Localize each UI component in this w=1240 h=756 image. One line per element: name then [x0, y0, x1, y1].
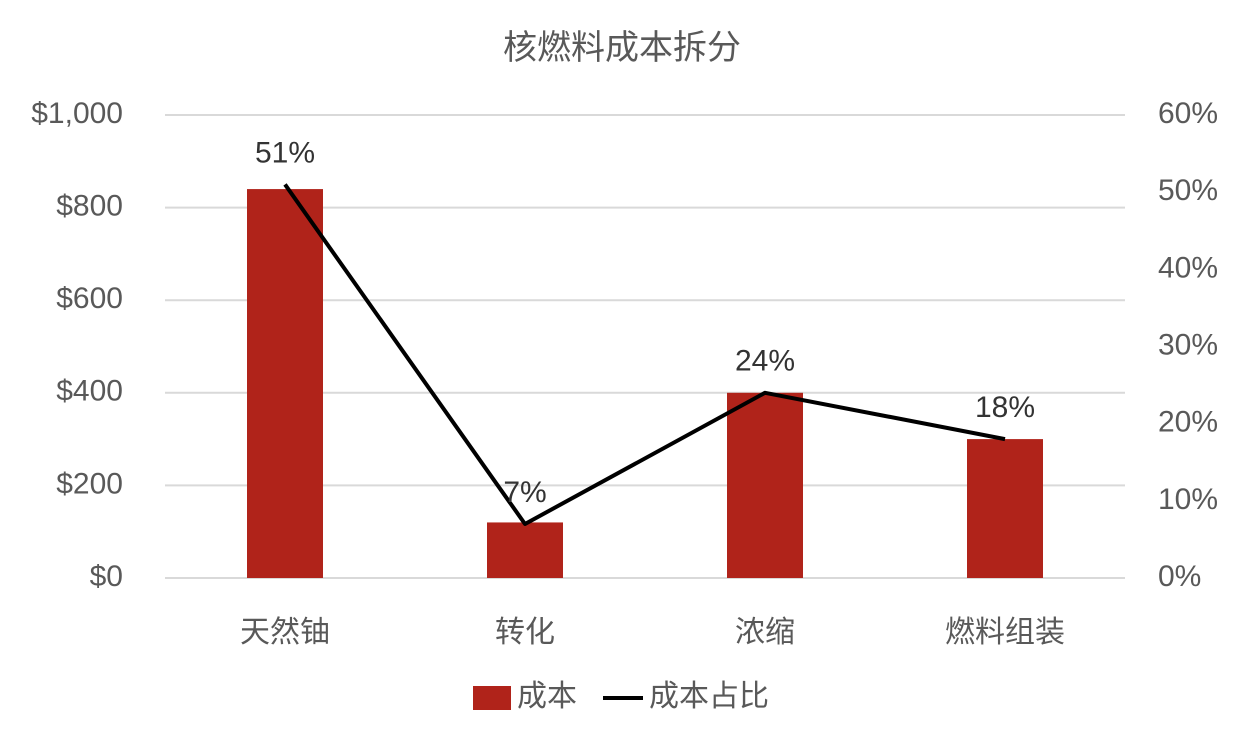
y-tick-label: $1,000	[31, 97, 123, 130]
x-tick-label: 转化	[495, 616, 555, 649]
line	[283, 183, 1006, 526]
y2-tick-label: 60%	[1158, 97, 1218, 130]
y2-tick-label: 40%	[1158, 251, 1218, 284]
x-tick-label: 浓缩	[735, 616, 795, 649]
x-tick-label: 天然铀	[240, 616, 330, 649]
legend-label: 成本	[517, 680, 577, 713]
x-tick-label: 燃料组装	[945, 616, 1065, 649]
bar	[727, 392, 803, 578]
y-tick-label: $0	[90, 560, 123, 593]
y-tick-label: $600	[56, 282, 123, 315]
legend-label: 成本占比	[649, 680, 769, 713]
y2-tick-label: 50%	[1158, 174, 1218, 207]
data-label: 7%	[503, 476, 546, 509]
legend-swatch	[473, 686, 511, 710]
y2-tick-label: 0%	[1158, 560, 1201, 593]
y2-tick-label: 10%	[1158, 483, 1218, 516]
bar	[967, 439, 1043, 578]
y-tick-label: $800	[56, 190, 123, 223]
data-label: 51%	[255, 136, 315, 169]
y2-tick-label: 20%	[1158, 406, 1218, 439]
y-tick-label: $200	[56, 467, 123, 500]
y2-tick-label: 30%	[1158, 328, 1218, 361]
chart-title: 核燃料成本拆分	[503, 29, 741, 67]
data-label: 24%	[735, 345, 795, 378]
bar	[247, 189, 323, 578]
bar	[487, 522, 563, 578]
data-label: 18%	[975, 391, 1035, 424]
y-tick-label: $400	[56, 375, 123, 408]
